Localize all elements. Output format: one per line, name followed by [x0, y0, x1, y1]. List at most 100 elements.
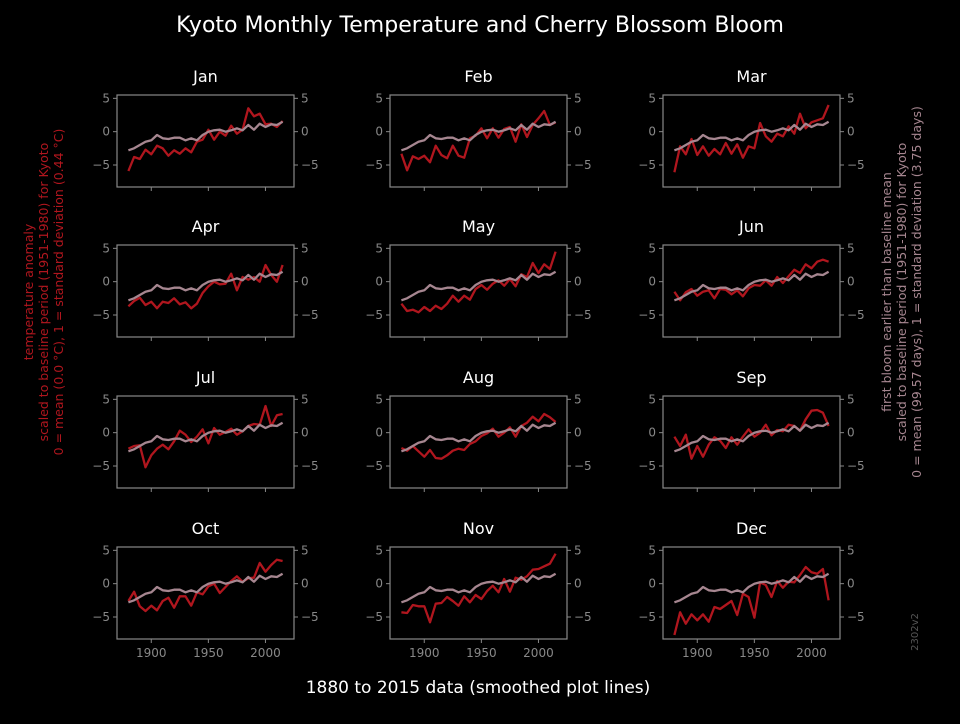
y-tick-label: 5 [648, 392, 656, 406]
y-tick-label: 0 [102, 125, 110, 139]
x-tick-label: 1950 [193, 646, 224, 660]
y-tick-label-right: −5 [301, 610, 319, 624]
y-tick-label-right: 0 [574, 577, 582, 591]
panel-frame [389, 244, 568, 338]
bloom-line [401, 572, 557, 604]
y-tick-label: 0 [648, 426, 656, 440]
x-tick-label: 2000 [796, 646, 827, 660]
y-tick-label: 5 [375, 241, 383, 255]
panel-title: Aug [463, 368, 494, 387]
y-tick-label: −5 [638, 459, 656, 473]
bloom-line [128, 421, 284, 453]
y-tick-label-right: −5 [847, 308, 865, 322]
y-tick-label-right: 0 [301, 426, 309, 440]
y-tick-label: −5 [638, 158, 656, 172]
temperature-line [127, 558, 283, 613]
y-tick-label: −5 [365, 308, 383, 322]
y-tick-label-right: 0 [574, 426, 582, 440]
panel-title: Jun [738, 217, 764, 236]
bloom-line [128, 572, 284, 604]
x-tick-label: 2000 [250, 646, 281, 660]
y-tick-label-right: 5 [847, 241, 855, 255]
y-tick-label-right: −5 [574, 308, 592, 322]
y-tick-label: −5 [365, 459, 383, 473]
y-tick-label: 0 [102, 577, 110, 591]
panel-frame [389, 94, 568, 188]
y-tick-label-right: −5 [574, 158, 592, 172]
y-tick-label: 0 [648, 577, 656, 591]
small-multiples: Jan −5 −5 0 0 5 5 Feb −5 −5 0 0 5 5 Mar −5 −5 0 0 5 5 Apr −5 −5… [92, 67, 864, 660]
y-tick-label-right: 5 [301, 241, 309, 255]
panel-frame [116, 94, 295, 188]
panel-frame [116, 546, 295, 640]
temperature-line [127, 404, 283, 469]
panel-apr: Apr −5 −5 0 0 5 5 [92, 217, 319, 341]
temperature-line [673, 258, 829, 302]
panel-jul: Jul −5 −5 0 0 5 5 [92, 368, 319, 492]
bloom-line [674, 270, 830, 302]
temperature-line [673, 104, 830, 173]
y-tick-label-right: 5 [847, 91, 855, 105]
panel-title: Nov [463, 519, 494, 538]
temperature-line [401, 553, 557, 624]
bloom-line [401, 421, 557, 453]
panel-title: May [462, 217, 495, 236]
y-tick-label: 5 [375, 91, 383, 105]
y-tick-label: 0 [375, 426, 383, 440]
y-label-right-line: 0 = mean (99.57 days), 1 = standard devi… [909, 106, 924, 478]
y-tick-label-right: 0 [847, 275, 855, 289]
panel-feb: Feb −5 −5 0 0 5 5 [365, 67, 592, 191]
y-tick-label: 5 [375, 392, 383, 406]
y-tick-label: 5 [102, 392, 110, 406]
y-tick-label: 0 [102, 426, 110, 440]
y-label-right-line: scaled to baseline period (1951-1980) fo… [894, 143, 909, 442]
y-tick-label-right: −5 [847, 459, 865, 473]
y-tick-label: 5 [648, 543, 656, 557]
y-tick-label-right: 5 [847, 543, 855, 557]
temperature-line [400, 109, 557, 172]
y-tick-label: −5 [92, 459, 110, 473]
chart-title: Kyoto Monthly Temperature and Cherry Blo… [176, 13, 784, 38]
y-tick-label: 5 [648, 91, 656, 105]
y-tick-label-right: −5 [301, 308, 319, 322]
panel-dec: Dec −5 −5 0 0 5 5 1900 1950 2000 [638, 519, 864, 660]
panel-title: Apr [192, 217, 220, 236]
x-tick-label: 2000 [523, 646, 554, 660]
y-tick-label-right: 5 [301, 91, 309, 105]
y-tick-label: −5 [92, 308, 110, 322]
bloom-line [674, 120, 830, 152]
x-tick-label: 1900 [409, 646, 440, 660]
bloom-line [401, 120, 557, 152]
y-tick-label: 0 [375, 125, 383, 139]
y-tick-label: −5 [365, 610, 383, 624]
y-tick-label: 5 [375, 543, 383, 557]
temperature-line [127, 263, 284, 310]
bloom-line [128, 120, 284, 152]
panel-sep: Sep −5 −5 0 0 5 5 [638, 368, 865, 492]
panel-title: Feb [464, 67, 492, 86]
bloom-line [128, 270, 284, 302]
panel-aug: Aug −5 −5 0 0 5 5 [365, 368, 592, 492]
y-tick-label-right: 5 [574, 543, 582, 557]
y-tick-label-right: 0 [574, 275, 582, 289]
bloom-line [674, 572, 830, 604]
bloom-line [674, 421, 830, 453]
y-tick-label-right: −5 [301, 158, 319, 172]
x-tick-label: 1900 [136, 646, 167, 660]
y-tick-label: −5 [638, 308, 656, 322]
y-tick-label-right: 5 [574, 241, 582, 255]
y-tick-label-right: 5 [847, 392, 855, 406]
panel-title: Dec [736, 519, 767, 538]
panel-frame [662, 546, 841, 640]
y-label-left-line: scaled to baseline period (1951-1980) fo… [36, 143, 51, 442]
y-tick-label-right: 0 [301, 577, 309, 591]
x-axis-label: 1880 to 2015 data (smoothed plot lines) [306, 678, 651, 698]
temperature-line [400, 412, 557, 460]
y-tick-label-right: 5 [301, 543, 309, 557]
temperature-line [673, 408, 830, 460]
y-tick-label: −5 [638, 610, 656, 624]
y-tick-label: 5 [648, 241, 656, 255]
y-label-left-line: temperature anomaly [21, 223, 36, 360]
